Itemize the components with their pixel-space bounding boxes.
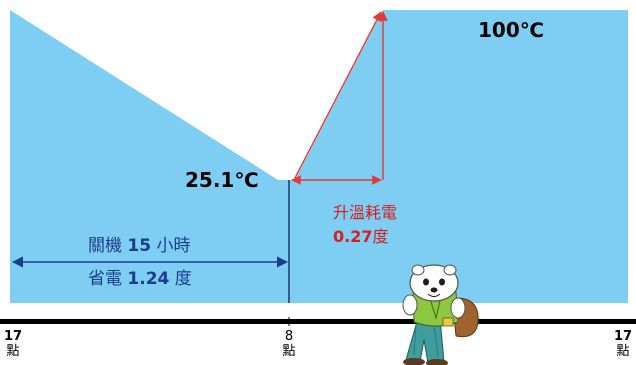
saved-power-text: 省電 1.24 度 [88, 271, 192, 288]
time-end-unit: 點 [616, 344, 630, 359]
time-start-unit: 點 [6, 344, 20, 359]
saved-power-suffix: 度 [174, 269, 192, 289]
heat-up-label: 升溫耗電 [333, 203, 398, 222]
time-start-label: 17 點 [4, 330, 22, 358]
heat-up-unit: 度 [372, 227, 389, 246]
heat-up-value: 0.27 [333, 227, 373, 246]
saved-power-prefix: 省電 [88, 269, 122, 289]
off-duration-value: 15 [127, 236, 152, 256]
time-mid-num: 8 [284, 329, 294, 344]
heat-up-power: 0.27度 [333, 229, 389, 245]
low-temp-label: 25.1℃ [185, 168, 259, 192]
heat-up-slope-arrow [294, 11, 382, 179]
time-end-label: 17 點 [614, 330, 632, 358]
time-end-num: 17 [614, 329, 633, 344]
time-mid-label: 8 點 [280, 330, 298, 358]
off-duration-prefix: 關機 [88, 236, 122, 256]
time-mid-unit: 點 [282, 344, 296, 359]
saved-power-value: 1.24 [127, 269, 170, 289]
polar-bear-mascot-icon [402, 264, 479, 365]
off-duration-suffix: 小時 [156, 236, 191, 256]
time-axis [0, 319, 636, 324]
high-temp-label: 100℃ [478, 18, 544, 42]
heating-area [289, 10, 628, 303]
off-duration-text: 關機 15 小時 [88, 238, 190, 255]
cooling-area [10, 10, 289, 303]
time-start-num: 17 [4, 329, 23, 344]
